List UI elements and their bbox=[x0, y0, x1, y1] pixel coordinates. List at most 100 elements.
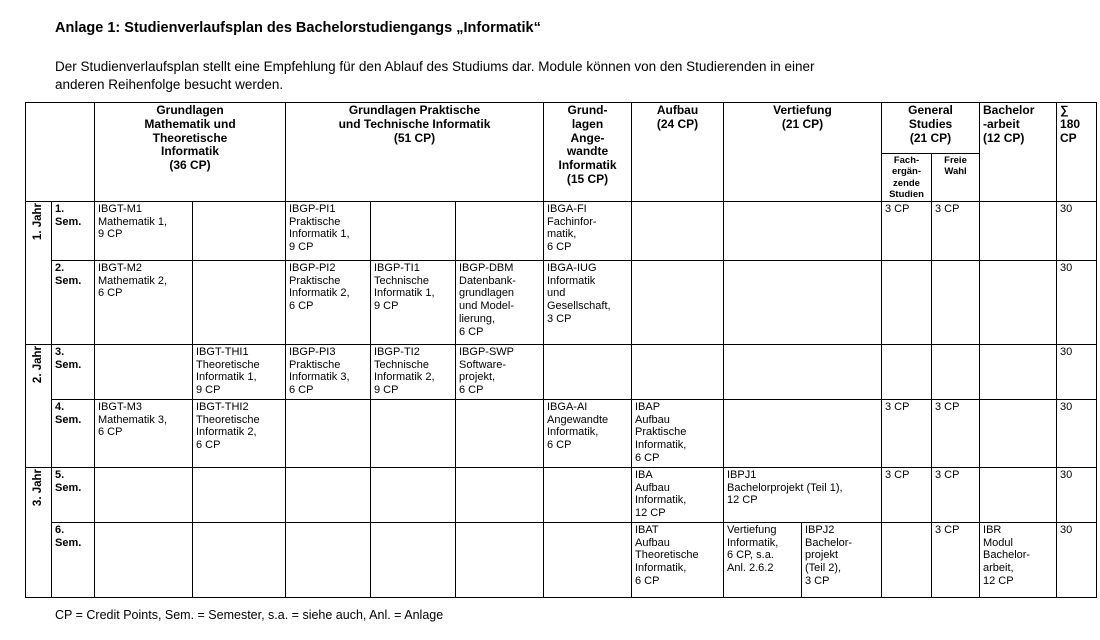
header-vertiefung: Vertiefung (21 CP) bbox=[723, 102, 882, 202]
semester-label-5: 5. Sem. bbox=[51, 466, 95, 523]
header-freie-wahl: Freie Wahl bbox=[930, 153, 981, 202]
module-cell bbox=[192, 521, 286, 598]
header-aufbau: Aufbau (24 CP) bbox=[631, 102, 724, 202]
module-cell bbox=[543, 521, 632, 598]
cp-cell: 3 CP bbox=[881, 466, 932, 523]
year-label-text: 2. Jahr bbox=[31, 345, 44, 383]
study-plan-table: Grundlagen Mathematik und Theoretische I… bbox=[25, 102, 1098, 598]
intro-text: Der Studienverlaufsplan stellt eine Empf… bbox=[55, 59, 815, 92]
module-cell bbox=[723, 343, 882, 400]
module-cell: IBGA-AI Angewandte Informatik, 6 CP bbox=[543, 398, 632, 468]
module-cell: IBGT-THI2 Theoretische Informatik 2, 6 C… bbox=[192, 398, 286, 468]
module-cell: IBGT-M1 Mathematik 1, 9 CP bbox=[94, 200, 193, 261]
module-cell bbox=[979, 343, 1058, 400]
year-label-3: 3. Jahr bbox=[25, 466, 52, 598]
module-cell bbox=[94, 521, 193, 598]
module-cell: IBGP-TI2 Technische Informatik 2, 9 CP bbox=[370, 343, 456, 400]
abbreviation-footnote: CP = Credit Points, Sem. = Semester, s.a… bbox=[55, 607, 444, 622]
sum-cell: 30 bbox=[1056, 521, 1098, 598]
header-sum-180cp: ∑ 180 CP bbox=[1056, 102, 1098, 202]
module-cell: IBGA-IUG Informatik und Gesellschaft, 3 … bbox=[543, 259, 632, 345]
module-cell bbox=[723, 200, 882, 261]
module-cell: IBGT-M2 Mathematik 2, 6 CP bbox=[94, 259, 193, 345]
sum-cell: 30 bbox=[1056, 466, 1098, 523]
module-cell bbox=[455, 200, 544, 261]
semester-label-4: 4. Sem. bbox=[51, 398, 95, 468]
module-cell: IBA Aufbau Informatik, 12 CP bbox=[631, 466, 724, 523]
cp-cell bbox=[930, 343, 981, 400]
semester-label-6: 6. Sem. bbox=[51, 521, 95, 598]
header-grundlagen-mathematik: Grundlagen Mathematik und Theoretische I… bbox=[94, 102, 286, 202]
module-cell bbox=[192, 466, 286, 523]
semester-label-1: 1. Sem. bbox=[51, 200, 95, 261]
module-cell bbox=[192, 200, 286, 261]
year-label-2: 2. Jahr bbox=[25, 343, 52, 468]
semester-label-3: 3. Sem. bbox=[51, 343, 95, 400]
module-cell bbox=[192, 259, 286, 345]
module-cell bbox=[94, 343, 193, 400]
semester-label-2: 2. Sem. bbox=[51, 259, 95, 345]
cp-cell: 3 CP bbox=[881, 398, 932, 468]
module-cell bbox=[285, 398, 371, 468]
module-cell: IBGP-TI1 Technische Informatik 1, 9 CP bbox=[370, 259, 456, 345]
module-cell: Vertiefung Informatik, 6 CP, s.a. Anl. 2… bbox=[723, 521, 802, 598]
cp-cell: 3 CP bbox=[930, 200, 981, 261]
cp-cell: 3 CP bbox=[930, 466, 981, 523]
module-cell bbox=[979, 466, 1058, 523]
module-cell: IBGT-M3 Mathematik 3, 6 CP bbox=[94, 398, 193, 468]
sum-cell: 30 bbox=[1056, 200, 1098, 261]
module-cell bbox=[979, 398, 1058, 468]
cp-cell bbox=[881, 343, 932, 400]
module-cell: IBGP-PI1 Praktische Informatik 1, 9 CP bbox=[285, 200, 371, 261]
module-cell bbox=[723, 398, 882, 468]
module-cell: IBAP Aufbau Praktische Informatik, 6 CP bbox=[631, 398, 724, 468]
header-grundlagen-angewandte: Grund- lagen Ange- wandte Informatik (15… bbox=[543, 102, 632, 202]
year-label-1: 1. Jahr bbox=[25, 200, 52, 345]
sum-cell: 30 bbox=[1056, 398, 1098, 468]
module-cell: IBGP-DBM Datenbank- grundlagen und Model… bbox=[455, 259, 544, 345]
cp-cell: 3 CP bbox=[930, 398, 981, 468]
sum-cell: 30 bbox=[1056, 343, 1098, 400]
module-cell: IBGP-PI2 Praktische Informatik 2, 6 CP bbox=[285, 259, 371, 345]
header-general-studies: General Studies (21 CP) bbox=[880, 102, 981, 155]
cp-cell: 3 CP bbox=[881, 200, 932, 261]
module-cell bbox=[723, 259, 882, 345]
module-cell: IBGT-THI1 Theoretische Informatik 1, 9 C… bbox=[192, 343, 286, 400]
year-label-text: 3. Jahr bbox=[31, 468, 44, 506]
module-cell: IBR Modul Bachelor- arbeit, 12 CP bbox=[979, 521, 1058, 598]
module-cell: IBPJ2 Bachelor- projekt (Teil 2), 3 CP bbox=[801, 521, 882, 598]
header-fachergaenzende-studien: Fach- ergän- zende Studien bbox=[881, 153, 932, 202]
module-cell bbox=[543, 466, 632, 523]
module-cell bbox=[370, 200, 456, 261]
module-cell bbox=[631, 200, 724, 261]
module-cell bbox=[979, 200, 1058, 261]
module-cell bbox=[543, 343, 632, 400]
year-label-text: 1. Jahr bbox=[31, 202, 44, 240]
header-grundlagen-praktische-technische: Grundlagen Praktische und Technische Inf… bbox=[285, 102, 544, 202]
header-empty-corner bbox=[25, 102, 95, 202]
module-cell bbox=[455, 398, 544, 468]
module-cell bbox=[631, 259, 724, 345]
module-cell bbox=[285, 466, 371, 523]
cp-cell bbox=[881, 259, 932, 345]
cp-cell bbox=[881, 521, 932, 598]
module-cell bbox=[370, 521, 456, 598]
module-cell: IBGA-FI Fachinfor- matik, 6 CP bbox=[543, 200, 632, 261]
cp-cell bbox=[930, 259, 981, 345]
module-cell: IBPJ1 Bachelorprojekt (Teil 1), 12 CP bbox=[723, 466, 882, 523]
module-cell: IBGP-PI3 Praktische Informatik 3, 6 CP bbox=[285, 343, 371, 400]
module-cell: IBGP-SWP Software- projekt, 6 CP bbox=[455, 343, 544, 400]
module-cell bbox=[979, 259, 1058, 345]
module-cell bbox=[285, 521, 371, 598]
module-cell bbox=[455, 466, 544, 523]
module-cell bbox=[455, 521, 544, 598]
sum-cell: 30 bbox=[1056, 259, 1098, 345]
header-bachelorarbeit: Bachelor -arbeit (12 CP) bbox=[979, 102, 1058, 202]
module-cell: IBAT Aufbau Theoretische Informatik, 6 C… bbox=[631, 521, 724, 598]
module-cell bbox=[94, 466, 193, 523]
module-cell bbox=[370, 398, 456, 468]
module-cell bbox=[631, 343, 724, 400]
module-cell bbox=[370, 466, 456, 523]
page-title: Anlage 1: Studienverlaufsplan des Bachel… bbox=[55, 20, 541, 36]
